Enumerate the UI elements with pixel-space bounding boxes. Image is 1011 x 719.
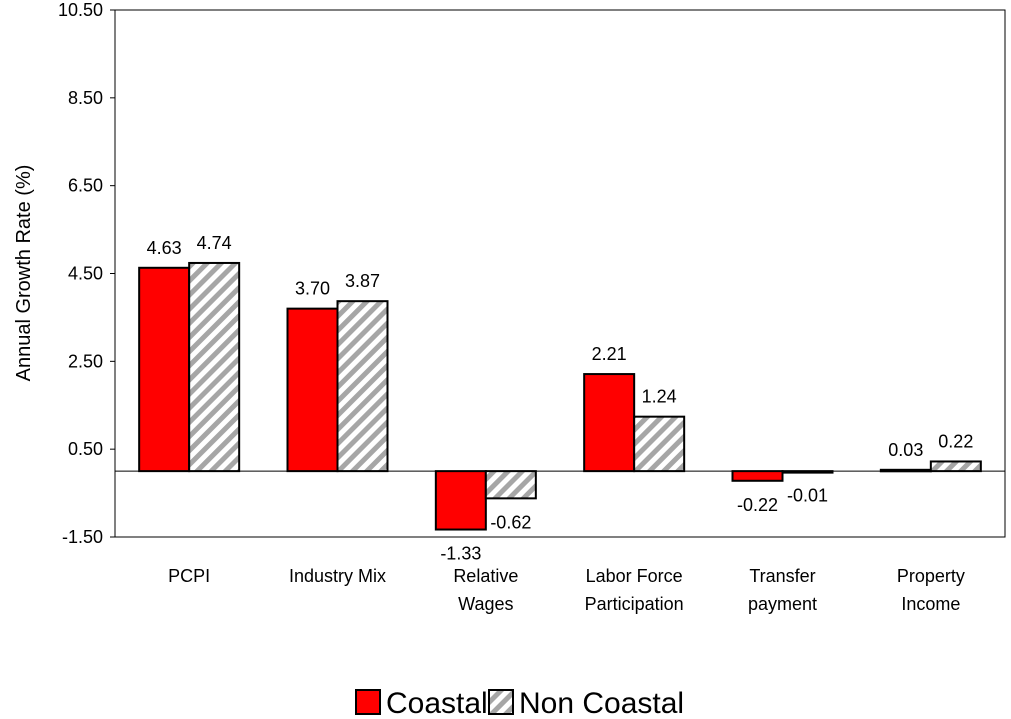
- legend-swatch-coastal: [355, 689, 381, 715]
- category-label: PCPI: [168, 566, 210, 586]
- category-label: Wages: [458, 594, 513, 614]
- data-label: 4.74: [197, 233, 232, 253]
- data-label: 3.87: [345, 271, 380, 291]
- data-label: 0.22: [938, 431, 973, 451]
- bar-non-coastal: [929, 460, 982, 473]
- bar-non-coastal: [484, 470, 537, 500]
- category-label: Property: [897, 566, 965, 586]
- bar-non-coastal: [633, 415, 686, 473]
- plot-area: [114, 9, 1006, 538]
- y-tick-label: 4.50: [68, 264, 103, 284]
- y-tick-label: 10.50: [58, 0, 103, 20]
- category-label: Relative: [453, 566, 518, 586]
- y-tick-label: 0.50: [68, 439, 103, 459]
- y-tick-label: 2.50: [68, 351, 103, 371]
- category-label: Income: [901, 594, 960, 614]
- y-tick-label: -1.50: [62, 527, 103, 547]
- bar-coastal: [138, 266, 191, 473]
- y-tick-label: 8.50: [68, 88, 103, 108]
- bar-non-coastal: [188, 261, 241, 473]
- legend: Coastal Non Coastal: [355, 687, 684, 719]
- data-label: 4.63: [147, 238, 182, 258]
- data-labels-group: 4.63 4.74 3.70 3.87 -1.33 -0.62 2.21 1.24 -0.22-…: [147, 233, 974, 564]
- bar-coastal: [583, 373, 636, 473]
- data-label: 2.21: [592, 344, 627, 364]
- category-label: Labor Force: [586, 566, 683, 586]
- data-label: 1.24: [642, 387, 677, 407]
- legend-swatch-non-coastal: [488, 689, 514, 715]
- data-label: -0.62: [490, 512, 531, 532]
- y-axis-ticks: 10.50 8.50 6.50 4.50 2.50 0.50 -1.50: [58, 0, 115, 547]
- data-label: 3.70: [295, 279, 330, 299]
- bar-non-coastal: [336, 300, 389, 473]
- legend-label: Coastal: [386, 687, 488, 719]
- category-label: payment: [748, 594, 817, 614]
- bar-coastal: [286, 307, 339, 473]
- category-label: Industry Mix: [289, 566, 386, 586]
- bars-group: [138, 261, 982, 531]
- bar-coastal: [731, 470, 784, 482]
- category-label: Transfer: [749, 566, 815, 586]
- bar-coastal: [434, 470, 487, 531]
- data-label: 0.03: [888, 440, 923, 460]
- category-label: Participation: [585, 594, 684, 614]
- y-axis-title: Annual Growth Rate (%): [13, 165, 35, 382]
- category-labels-group: PCPI Industry Mix Relative Wages Labor Force…: [168, 566, 965, 614]
- data-label: -1.33: [440, 544, 481, 564]
- legend-label: Non Coastal: [519, 687, 684, 719]
- data-label: -0.22: [737, 495, 778, 515]
- data-label: -0.01: [787, 486, 828, 506]
- y-tick-label: 6.50: [68, 176, 103, 196]
